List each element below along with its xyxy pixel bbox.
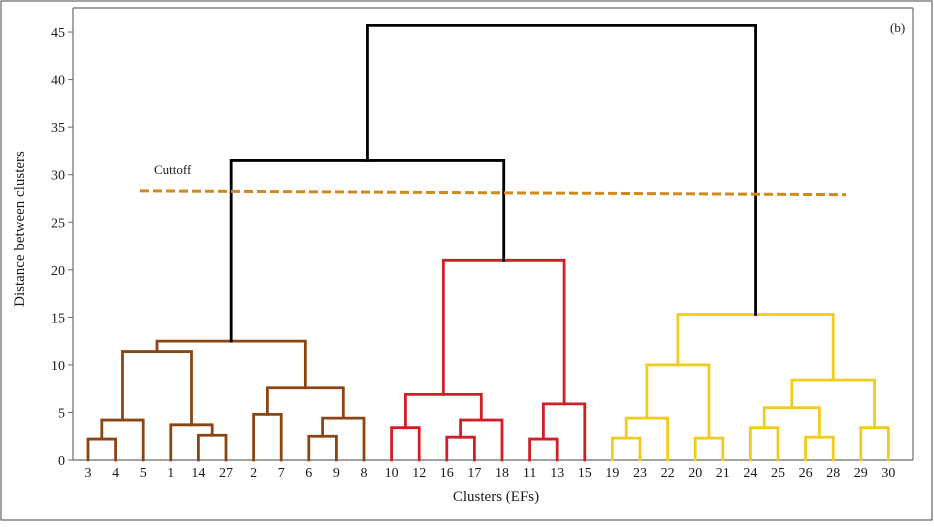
dendrogram-link — [366, 23, 757, 316]
y-axis: 0 5 10 15 20 25 30 35 40 45 — [51, 26, 73, 469]
leaf-label: 6 — [305, 466, 312, 481]
leaf-label: 25 — [771, 466, 785, 481]
leaf-label: 15 — [578, 466, 592, 481]
leaf-label: 1 — [167, 466, 174, 481]
y-tick-label: 20 — [51, 264, 65, 279]
y-tick-label: 30 — [51, 169, 65, 184]
leaf-label: 13 — [550, 466, 564, 481]
leaf-label: 3 — [85, 466, 92, 481]
y-axis-title: Distance between clusters — [12, 151, 28, 307]
leaf-label: 18 — [495, 466, 509, 481]
leaf-label: 12 — [412, 466, 426, 481]
y-tick-label: 5 — [58, 406, 65, 421]
dendrogram-branches — [86, 23, 890, 462]
leaf-label: 19 — [605, 466, 619, 481]
leaf-label: 22 — [661, 466, 675, 481]
y-tick-label: 0 — [58, 454, 65, 469]
x-axis: 3 4 5 1 14 27 2 7 6 9 8 10 12 16 17 18 11 13 15 19 23 22 20 21 2… — [85, 466, 896, 481]
y-tick-label: 40 — [51, 74, 65, 89]
cutoff-line — [139, 189, 847, 197]
leaf-label: 28 — [826, 466, 840, 481]
y-tick-label: 45 — [51, 26, 65, 41]
leaf-label: 21 — [716, 466, 730, 481]
leaf-label: 20 — [688, 466, 702, 481]
leaf-label: 7 — [278, 466, 285, 481]
x-axis-title: Clusters (EFs) — [453, 489, 539, 505]
leaf-label: 11 — [523, 466, 536, 481]
leaf-label: 17 — [467, 466, 481, 481]
y-tick-label: 15 — [51, 311, 65, 326]
leaf-label: 30 — [881, 466, 895, 481]
leaf-label: 4 — [112, 466, 119, 481]
y-tick-label: 35 — [51, 121, 65, 136]
leaf-label: 14 — [191, 466, 205, 481]
y-tick-label: 10 — [51, 359, 65, 374]
panel-label: (b) — [890, 20, 905, 35]
leaf-label: 10 — [385, 466, 399, 481]
leaf-label: 24 — [743, 466, 757, 481]
y-tick-label: 25 — [51, 216, 65, 231]
leaf-label: 16 — [440, 466, 454, 481]
leaf-label: 23 — [633, 466, 647, 481]
leaf-label: 5 — [140, 466, 147, 481]
cutoff-label: Cuttoff — [154, 162, 192, 177]
leaf-label: 9 — [333, 466, 340, 481]
plot-frame — [72, 7, 914, 461]
leaf-label: 8 — [361, 466, 368, 481]
leaf-label: 26 — [799, 466, 813, 481]
leaf-label: 2 — [250, 466, 257, 481]
cutoff-layer — [139, 189, 847, 197]
leaf-label: 29 — [854, 466, 868, 481]
leaf-label: 27 — [219, 466, 233, 481]
